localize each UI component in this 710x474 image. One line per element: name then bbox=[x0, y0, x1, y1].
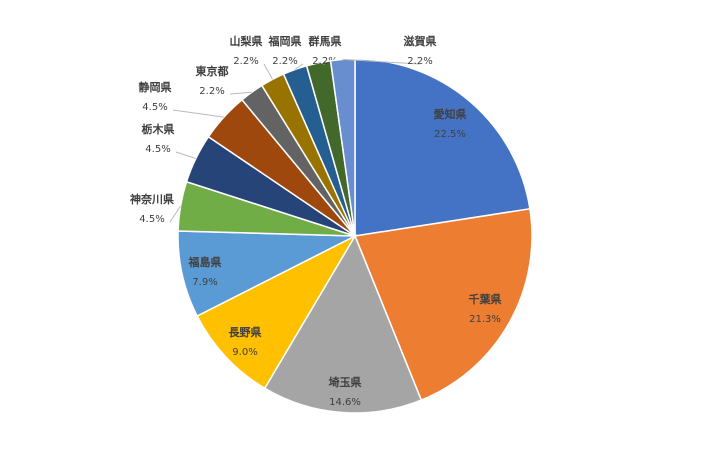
pie-slice bbox=[263, 234, 423, 414]
slice-value-label: 4.5% bbox=[145, 144, 170, 155]
slice-value-label: 2.2% bbox=[199, 86, 224, 97]
slice-label: 長野県 bbox=[229, 326, 262, 339]
slice-label: 愛知県 bbox=[434, 107, 467, 121]
slice-value-label: 21.3% bbox=[469, 314, 501, 325]
slice-label: 神奈川県 bbox=[130, 192, 174, 206]
slice-value-label: 2.2% bbox=[407, 56, 432, 67]
slice-value-label: 2.2% bbox=[233, 56, 258, 67]
slice-label: 千葉県 bbox=[469, 292, 502, 306]
leader-line bbox=[172, 109, 224, 118]
slice-label: 群馬県 bbox=[308, 34, 342, 48]
slice-label: 滋賀県 bbox=[404, 34, 437, 48]
slice-label: 山梨県 bbox=[230, 34, 263, 48]
leader-line bbox=[175, 151, 197, 159]
slice-value-label: 2.2% bbox=[272, 56, 297, 67]
slice-label: 埼玉県 bbox=[329, 375, 362, 389]
slice-label: 福岡県 bbox=[268, 34, 302, 48]
leader-line bbox=[229, 91, 252, 95]
leader-line bbox=[294, 63, 304, 70]
slice-value-label: 2.2% bbox=[312, 56, 337, 67]
slice-value-label: 9.0% bbox=[232, 347, 257, 358]
slice-value-label: 14.6% bbox=[329, 397, 361, 408]
leader-line bbox=[318, 62, 326, 65]
slice-label: 栃木県 bbox=[142, 122, 175, 136]
pie-slice bbox=[354, 58, 531, 237]
slice-label: 東京都 bbox=[196, 64, 229, 78]
pie-slice bbox=[196, 234, 357, 390]
leader-line bbox=[342, 58, 421, 65]
slice-label: 静岡県 bbox=[139, 80, 172, 94]
slice-label: 福島県 bbox=[188, 255, 222, 269]
pie-slice bbox=[353, 207, 533, 402]
leader-line bbox=[169, 205, 181, 223]
slice-value-label: 4.5% bbox=[139, 214, 164, 225]
slice-value-label: 7.9% bbox=[192, 277, 217, 288]
slice-value-label: 22.5% bbox=[434, 129, 466, 140]
slice-value-label: 4.5% bbox=[142, 102, 167, 113]
leader-line bbox=[263, 63, 273, 80]
